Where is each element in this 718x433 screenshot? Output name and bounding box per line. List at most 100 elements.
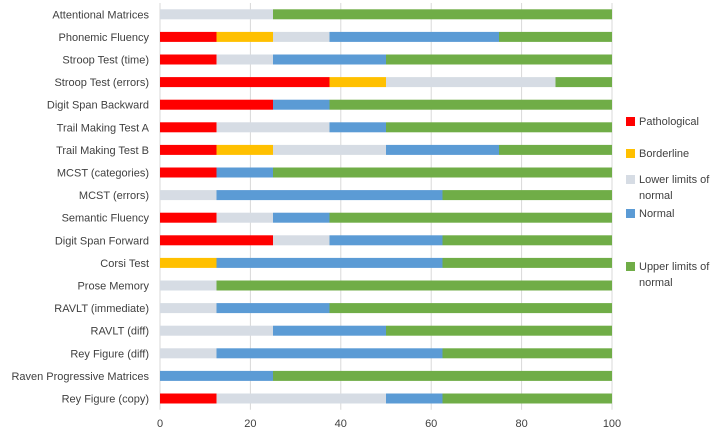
- bar-borderline-phonemic-fluency: [216, 31, 273, 42]
- bar-normal-semantic-fluency: [273, 212, 330, 223]
- category-label-trail-making-test-b: Trail Making Test B: [56, 145, 149, 157]
- bar-lower-limits-of-normal-mcst-errors: [160, 190, 217, 201]
- category-label-attentional-matrices: Attentional Matrices: [52, 9, 149, 21]
- bar-upper-limits-of-normal-phonemic-fluency: [499, 31, 612, 42]
- x-tick-label-20: 20: [244, 418, 256, 430]
- bar-pathological-stroop-test-time: [160, 54, 217, 65]
- bar-upper-limits-of-normal-trail-making-test-b: [499, 144, 612, 155]
- bar-pathological-semantic-fluency: [160, 212, 217, 223]
- bar-borderline-trail-making-test-b: [216, 144, 273, 155]
- bar-lower-limits-of-normal-trail-making-test-b: [273, 144, 386, 155]
- bar-normal-mcst-categories: [216, 167, 273, 178]
- bar-upper-limits-of-normal-rey-figure-diff: [442, 348, 612, 359]
- category-label-phonemic-fluency: Phonemic Fluency: [59, 32, 150, 44]
- bar-lower-limits-of-normal-phonemic-fluency: [273, 31, 330, 42]
- bar-normal-ravlt-immediate: [216, 303, 330, 314]
- category-label-stroop-test-errors: Stroop Test (errors): [54, 77, 149, 89]
- bar-lower-limits-of-normal-stroop-test-errors: [386, 77, 556, 88]
- category-label-digit-span-forward: Digit Span Forward: [55, 235, 149, 247]
- bar-upper-limits-of-normal-mcst-categories: [273, 167, 612, 178]
- legend-label-normal: Normal: [639, 208, 674, 220]
- bar-normal-corsi-test: [216, 257, 443, 268]
- legend-swatch-lower-limits-of-normal: [626, 175, 635, 184]
- bar-pathological-trail-making-test-a: [160, 122, 217, 133]
- bar-borderline-corsi-test: [160, 257, 217, 268]
- legend-swatch-pathological: [626, 117, 635, 126]
- bar-pathological-mcst-categories: [160, 167, 217, 178]
- category-label-rey-figure-diff: Rey Figure (diff): [70, 348, 149, 360]
- legend-label-pathological: Pathological: [639, 116, 699, 128]
- bar-normal-digit-span-backward: [273, 99, 330, 110]
- category-label-mcst-categories: MCST (categories): [57, 168, 149, 180]
- bar-normal-raven-progressive-matrices: [160, 370, 273, 381]
- bar-lower-limits-of-normal-attentional-matrices: [160, 9, 273, 20]
- bar-upper-limits-of-normal-ravlt-immediate: [329, 303, 612, 314]
- legend: Pathological Borderline Lower limits of nor…: [626, 116, 710, 289]
- category-label-trail-making-test-a: Trail Making Test A: [57, 122, 150, 134]
- bar-upper-limits-of-normal-digit-span-backward: [329, 99, 612, 110]
- bar-normal-ravlt-diff: [273, 325, 386, 336]
- bar-upper-limits-of-normal-raven-progressive-matrices: [273, 370, 612, 381]
- category-label-semantic-fluency: Semantic Fluency: [62, 213, 150, 225]
- bar-pathological-trail-making-test-b: [160, 144, 217, 155]
- bar-lower-limits-of-normal-prose-memory: [160, 280, 217, 291]
- bar-upper-limits-of-normal-mcst-errors: [442, 190, 612, 201]
- bar-normal-rey-figure-copy: [386, 393, 443, 404]
- bar-pathological-stroop-test-errors: [160, 77, 330, 88]
- bar-lower-limits-of-normal-stroop-test-time: [216, 54, 273, 65]
- bar-upper-limits-of-normal-prose-memory: [216, 280, 612, 291]
- category-label-ravlt-immediate: RAVLT (immediate): [54, 303, 149, 315]
- bar-upper-limits-of-normal-trail-making-test-a: [386, 122, 612, 133]
- category-label-raven-progressive-matrices: Raven Progressive Matrices: [11, 371, 149, 383]
- bar-pathological-digit-span-backward: [160, 99, 273, 110]
- bar-borderline-stroop-test-errors: [329, 77, 386, 88]
- bar-lower-limits-of-normal-ravlt-diff: [160, 325, 273, 336]
- bar-pathological-digit-span-forward: [160, 235, 273, 246]
- category-labels: Attentional Matrices Phonemic Fluency Stro…: [11, 9, 149, 405]
- bar-normal-rey-figure-diff: [216, 348, 443, 359]
- bar-lower-limits-of-normal-semantic-fluency: [216, 212, 273, 223]
- bar-pathological-phonemic-fluency: [160, 31, 217, 42]
- bar-normal-mcst-errors: [216, 190, 443, 201]
- bar-lower-limits-of-normal-rey-figure-copy: [216, 393, 386, 404]
- legend-label-lower-limits-of-normal: Lower limits of normal: [639, 174, 710, 202]
- bar-lower-limits-of-normal-ravlt-immediate: [160, 303, 217, 314]
- bar-upper-limits-of-normal-attentional-matrices: [273, 9, 612, 20]
- x-tick-label-40: 40: [335, 418, 347, 430]
- bar-lower-limits-of-normal-rey-figure-diff: [160, 348, 217, 359]
- category-label-stroop-test-time: Stroop Test (time): [62, 55, 149, 67]
- legend-swatch-upper-limits-of-normal: [626, 262, 635, 271]
- bar-normal-stroop-test-time: [273, 54, 386, 65]
- category-label-corsi-test: Corsi Test: [100, 258, 149, 270]
- bar-normal-phonemic-fluency: [329, 31, 499, 42]
- bar-normal-trail-making-test-b: [386, 144, 499, 155]
- bar-upper-limits-of-normal-stroop-test-time: [386, 54, 612, 65]
- x-tick-label-100: 100: [603, 418, 621, 430]
- bar-normal-digit-span-forward: [329, 235, 443, 246]
- legend-label-borderline: Borderline: [639, 148, 689, 160]
- x-tick-label-80: 80: [515, 418, 527, 430]
- category-label-ravlt-diff: RAVLT (diff): [91, 326, 149, 338]
- bars: [160, 9, 612, 404]
- bar-upper-limits-of-normal-corsi-test: [442, 257, 612, 268]
- bar-normal-trail-making-test-a: [329, 122, 386, 133]
- bar-pathological-rey-figure-copy: [160, 393, 217, 404]
- gridlines: [159, 3, 613, 410]
- bar-upper-limits-of-normal-ravlt-diff: [386, 325, 612, 336]
- category-label-digit-span-backward: Digit Span Backward: [47, 100, 149, 112]
- category-label-prose-memory: Prose Memory: [77, 281, 149, 293]
- bar-upper-limits-of-normal-digit-span-forward: [442, 235, 612, 246]
- bar-upper-limits-of-normal-semantic-fluency: [329, 212, 612, 223]
- category-label-mcst-errors: MCST (errors): [79, 190, 149, 202]
- x-tick-labels: 0 20 40 60 80 100: [157, 418, 621, 430]
- bar-lower-limits-of-normal-digit-span-forward: [273, 235, 330, 246]
- bar-upper-limits-of-normal-rey-figure-copy: [442, 393, 612, 404]
- x-tick-label-60: 60: [425, 418, 437, 430]
- category-label-rey-figure-copy: Rey Figure (copy): [62, 394, 149, 406]
- legend-swatch-borderline: [626, 149, 635, 158]
- bar-upper-limits-of-normal-stroop-test-errors: [555, 77, 612, 88]
- x-tick-label-0: 0: [157, 418, 163, 430]
- bar-lower-limits-of-normal-trail-making-test-a: [216, 122, 330, 133]
- legend-label-upper-limits-of-normal: Upper limits of normal: [639, 261, 710, 289]
